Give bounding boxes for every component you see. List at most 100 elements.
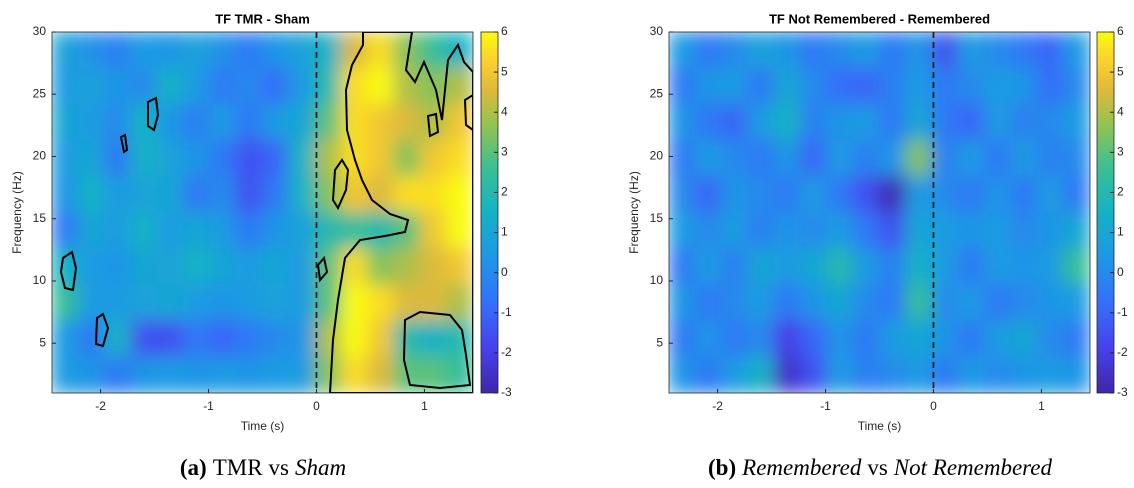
- heatmap-cell: [367, 284, 395, 322]
- heatmap-cell: [800, 356, 828, 393]
- heatmap-cell: [1063, 212, 1090, 250]
- x-tick-label: -2: [95, 399, 106, 413]
- heatmap-cell: [419, 284, 448, 322]
- heatmap-cell: [984, 67, 1012, 105]
- heatmap-cell: [209, 284, 237, 322]
- caption-text: vs: [867, 455, 888, 480]
- heatmap-cell: [984, 248, 1012, 286]
- y-tick-label: 15: [650, 211, 664, 225]
- x-tick-label: 0: [313, 399, 320, 413]
- heatmap-cell: [1036, 248, 1065, 286]
- colorbar-tick-label: 3: [1117, 145, 1124, 159]
- heatmap-cell: [446, 139, 473, 177]
- y-axis-label: Frequency (Hz): [10, 171, 24, 254]
- heatmap-cell: [183, 356, 211, 393]
- heatmap-cell: [235, 320, 263, 358]
- heatmap-cell: [156, 212, 185, 250]
- heatmap-cell: [747, 356, 775, 393]
- heatmap-cell: [747, 67, 775, 105]
- colorbar-tick-label: 0: [501, 265, 508, 279]
- heatmap-cell: [262, 175, 290, 213]
- cluster-contour: [59, 250, 78, 292]
- heatmap-cell: [340, 103, 369, 141]
- heatmap-cell: [130, 284, 158, 322]
- cluster-contour: [331, 158, 350, 211]
- heatmap-cell: [77, 248, 106, 286]
- heatmap-cell: [183, 139, 211, 177]
- heatmap-cell: [340, 284, 369, 322]
- heatmap-cell: [1063, 103, 1090, 141]
- heatmap-cell: [446, 248, 473, 286]
- x-axis-label: Time (s): [858, 419, 902, 433]
- heatmap-cell: [183, 284, 211, 322]
- heatmap-cell: [262, 212, 290, 250]
- heatmap-cell: [669, 356, 696, 393]
- heatmap-cell: [773, 139, 802, 177]
- heatmap-cell: [235, 356, 263, 393]
- heatmap-cell: [340, 32, 369, 69]
- cluster-contour: [147, 96, 160, 132]
- y-tick-label: 20: [33, 149, 47, 163]
- chart-title: TF Not Remembered - Remembered: [769, 11, 990, 26]
- heatmap-cell: [957, 32, 986, 69]
- heatmap-cell: [446, 212, 473, 250]
- heatmap-cell: [393, 175, 421, 213]
- heatmap-cell: [669, 320, 696, 358]
- heatmap-cell: [957, 212, 986, 250]
- heatmap-cell: [931, 284, 959, 322]
- heatmap-cell: [957, 139, 986, 177]
- heatmap-cell: [800, 67, 828, 105]
- heatmap-cell: [773, 67, 802, 105]
- heatmap-cell: [314, 356, 342, 393]
- heatmap-cell: [826, 67, 854, 105]
- colorbar-tick-label: 1: [501, 225, 508, 239]
- heatmap-cell: [694, 320, 723, 358]
- heatmap-cell: [1063, 175, 1090, 213]
- heatmap-cell: [77, 356, 106, 393]
- heatmap-cells: [669, 32, 1090, 393]
- heatmap-cell: [852, 32, 880, 69]
- heatmap-cell: [1010, 356, 1038, 393]
- heatmap-cell: [367, 67, 395, 105]
- heatmap-cell: [262, 103, 290, 141]
- heatmap-cell: [104, 67, 132, 105]
- colorbar-tick-label: 4: [1117, 104, 1124, 118]
- cluster-contour: [316, 255, 329, 283]
- heatmap-cell: [288, 212, 316, 250]
- colorbar-tick-label: 1: [1117, 225, 1124, 239]
- heatmap-cell: [156, 175, 185, 213]
- heatmap-cell: [669, 67, 696, 105]
- heatmap-cell: [931, 320, 959, 358]
- heatmap-cell: [826, 139, 854, 177]
- heatmap-cell: [1010, 284, 1038, 322]
- heatmap-cell: [1036, 284, 1065, 322]
- heatmap-cell: [446, 175, 473, 213]
- heatmap-cell: [984, 103, 1012, 141]
- heatmap-cell: [852, 284, 880, 322]
- heatmap-cell: [879, 103, 907, 141]
- heatmap-cell: [879, 356, 907, 393]
- heatmap-cell: [1010, 103, 1038, 141]
- heatmap-cell: [340, 67, 369, 105]
- x-tick-label: 1: [421, 399, 428, 413]
- colorbar-tick-label: -3: [501, 385, 512, 399]
- heatmap-cell: [957, 356, 986, 393]
- y-tick-label: 5: [39, 335, 46, 349]
- heatmap-cell: [235, 175, 263, 213]
- heatmap-cell: [747, 320, 775, 358]
- heatmap-cell: [984, 212, 1012, 250]
- heatmap-cell: [446, 103, 473, 141]
- y-tick-label: 10: [33, 273, 47, 287]
- heatmap-cell: [314, 212, 342, 250]
- heatmap-cell: [800, 212, 828, 250]
- heatmap-cell: [52, 67, 79, 105]
- heatmap-cell: [104, 212, 132, 250]
- heatmap-cell: [826, 175, 854, 213]
- y-tick-label: 15: [33, 211, 47, 225]
- heatmap-cell: [800, 284, 828, 322]
- y-tick-label: 20: [650, 149, 664, 163]
- heatmap-cell: [156, 32, 185, 69]
- heatmap-cell: [77, 175, 106, 213]
- heatmap-cell: [1063, 284, 1090, 322]
- heatmap-cell: [852, 67, 880, 105]
